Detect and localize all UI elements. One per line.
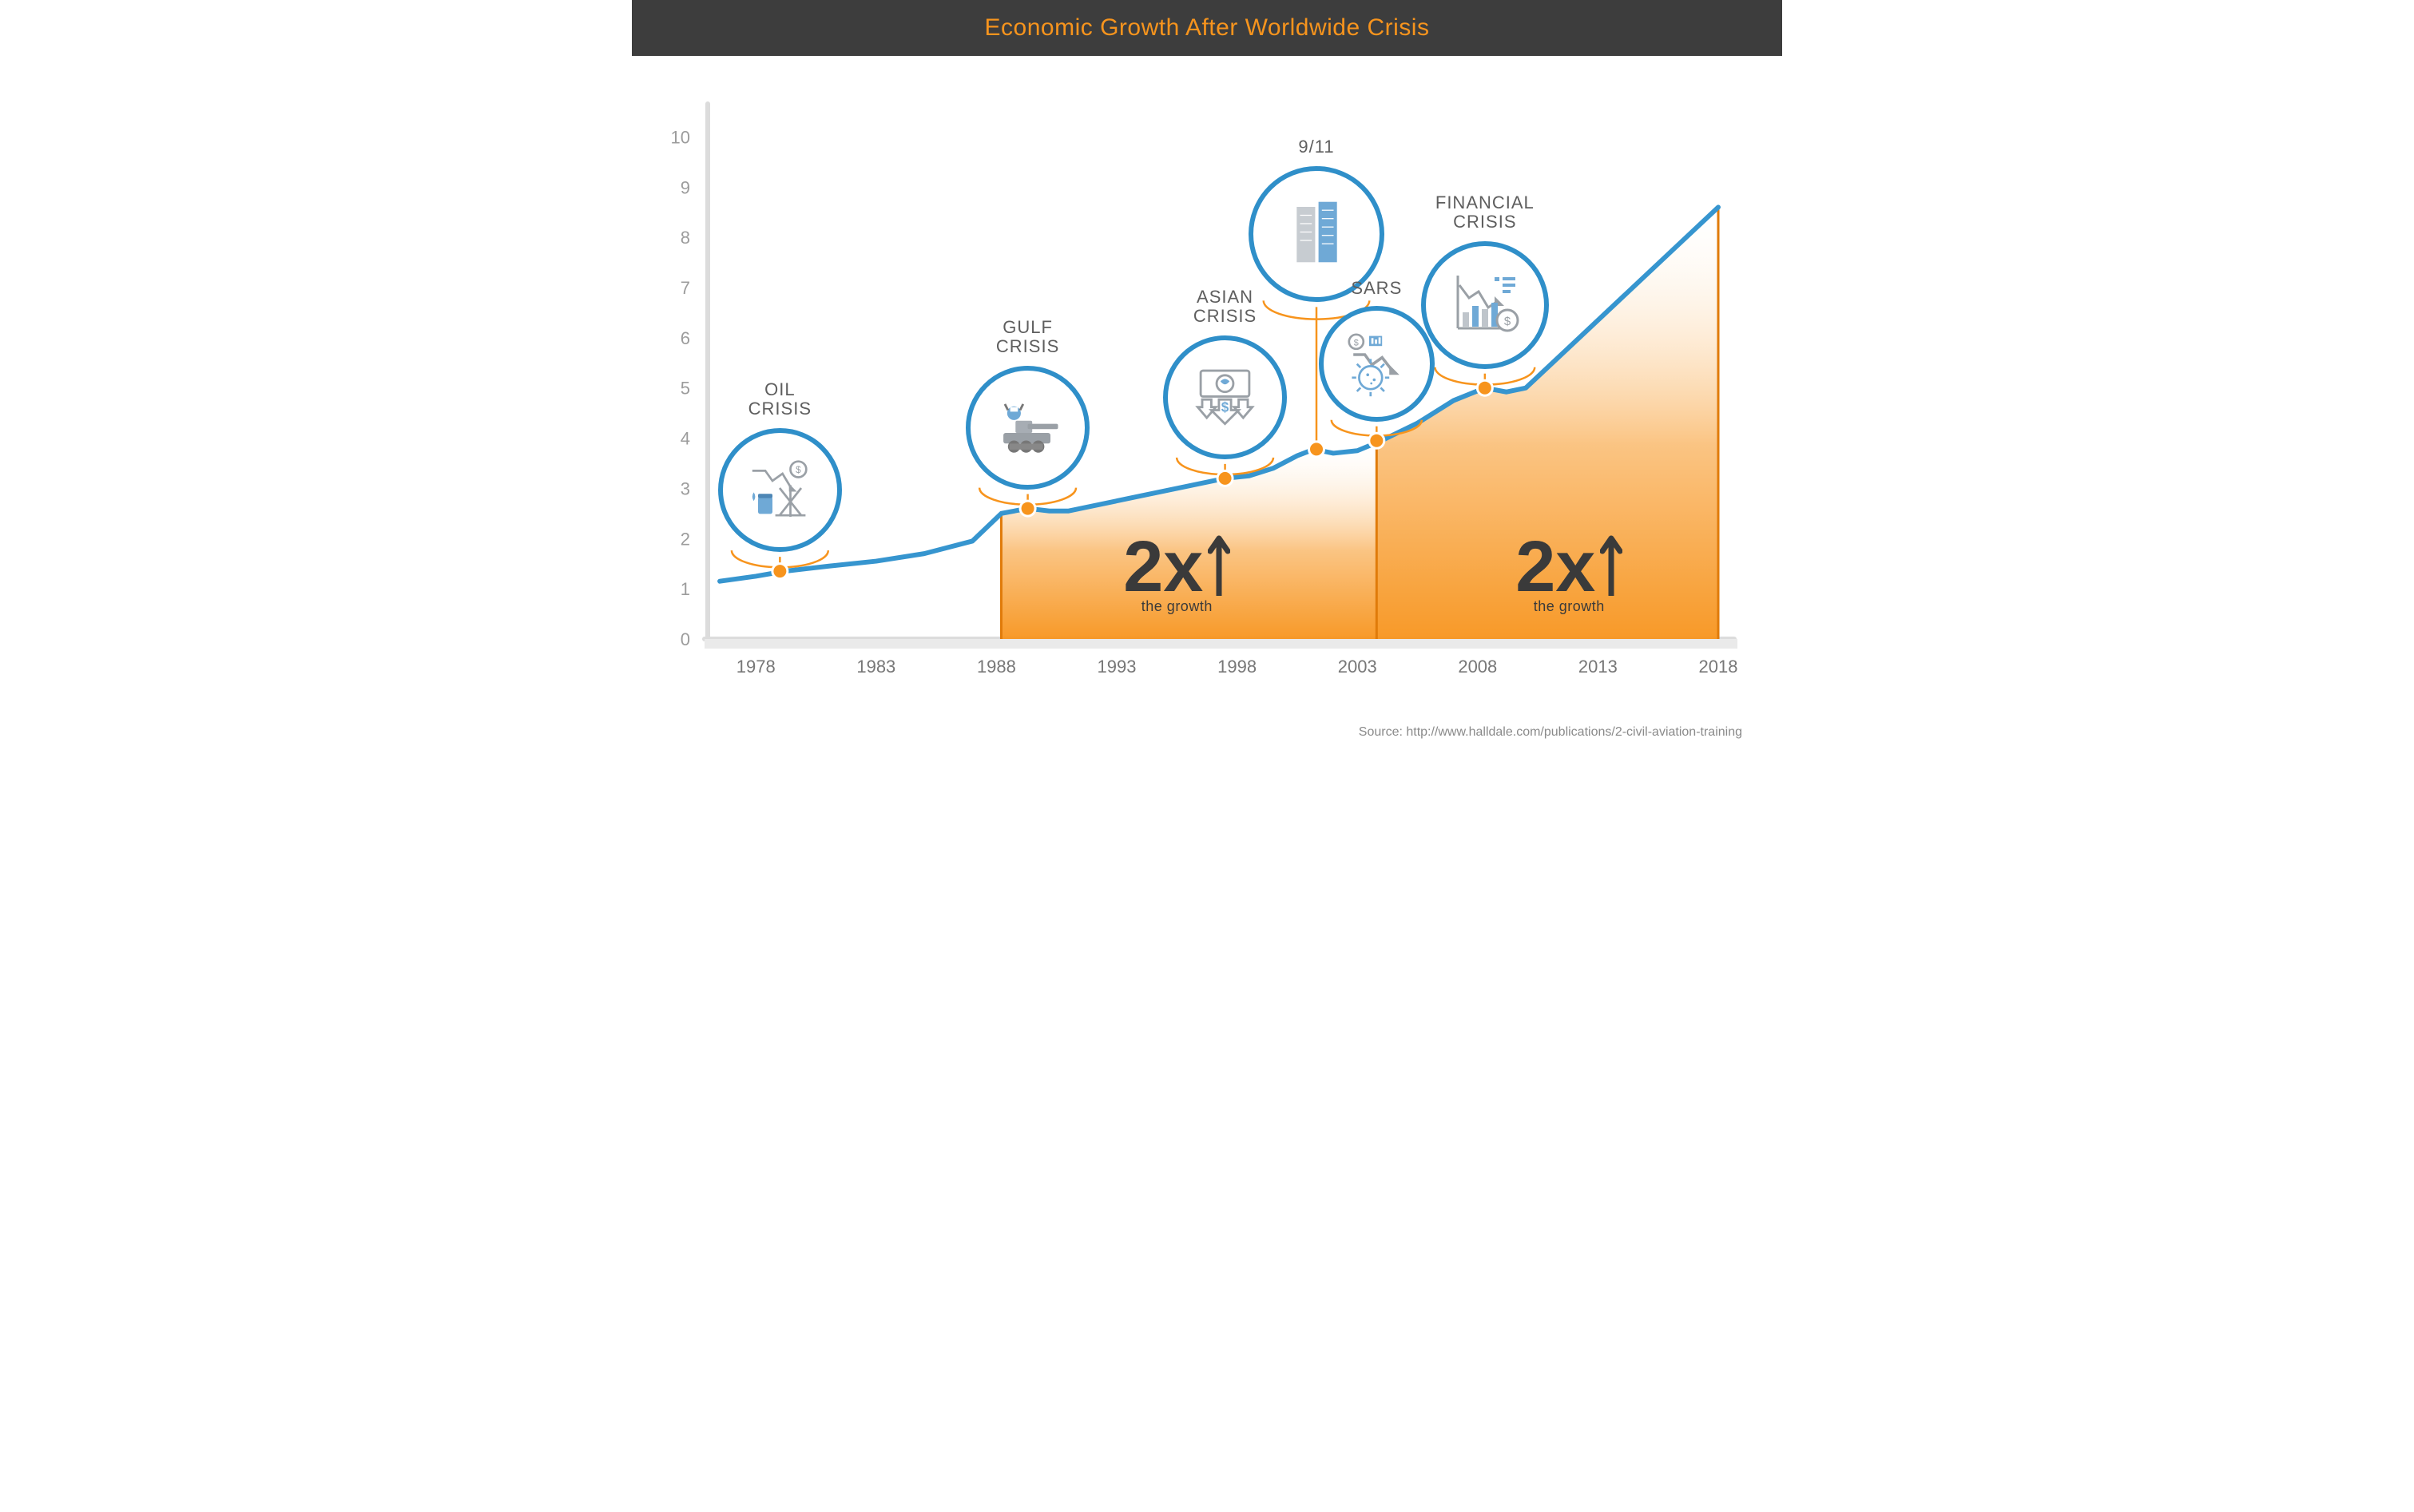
event-circle-sars: $ — [1319, 306, 1435, 422]
event-circle-fin: $ — [1421, 241, 1549, 369]
svg-text:8: 8 — [681, 228, 690, 248]
chart-area: 0 1 2 3 4 5 6 7 8 9 10 1978 1983 1988 1993 1998 2003 2008… — [632, 56, 1782, 719]
sars-icon: $ — [1340, 326, 1412, 402]
svg-text:$: $ — [796, 465, 801, 475]
event-label-911: 9/11 — [1245, 137, 1388, 157]
event-label-asian: ASIAN CRISIS — [1153, 288, 1297, 326]
fin-icon: $ — [1445, 263, 1525, 347]
svg-text:1: 1 — [681, 579, 690, 599]
svg-text:10: 10 — [671, 127, 690, 147]
gulf-icon — [990, 387, 1066, 467]
svg-text:0: 0 — [681, 629, 690, 649]
svg-text:1993: 1993 — [1098, 657, 1137, 677]
svg-text:7: 7 — [681, 278, 690, 298]
event-label-oil: OIL CRISIS — [708, 380, 852, 419]
event-circle-asian: $ — [1163, 335, 1287, 459]
svg-text:2018: 2018 — [1699, 657, 1738, 677]
svg-text:2003: 2003 — [1338, 657, 1377, 677]
header-bar: Economic Growth After Worldwide Crisis — [632, 0, 1782, 56]
event-label-fin: FINANCIAL CRISIS — [1413, 193, 1557, 232]
svg-text:1983: 1983 — [856, 657, 895, 677]
svg-text:2008: 2008 — [1458, 657, 1497, 677]
svg-text:2: 2 — [681, 529, 690, 549]
svg-text:1988: 1988 — [977, 657, 1016, 677]
event-circle-gulf — [966, 366, 1090, 490]
event-circle-oil: $ — [718, 428, 842, 552]
svg-text:9: 9 — [681, 177, 690, 197]
svg-text:3: 3 — [681, 478, 690, 498]
911-icon — [1275, 190, 1359, 278]
source-citation: Source: http://www.halldale.com/publicat… — [632, 719, 1782, 756]
asian-icon: $ — [1187, 357, 1263, 437]
svg-text:1978: 1978 — [737, 657, 776, 677]
svg-text:1998: 1998 — [1217, 657, 1257, 677]
page-title: Economic Growth After Worldwide Crisis — [985, 14, 1430, 42]
event-label-gulf: GULF CRISIS — [956, 318, 1100, 356]
svg-text:$: $ — [1354, 338, 1359, 347]
svg-text:6: 6 — [681, 328, 690, 348]
svg-text:2013: 2013 — [1578, 657, 1618, 677]
svg-text:5: 5 — [681, 379, 690, 399]
svg-text:$: $ — [1504, 315, 1511, 328]
oil-icon: $ — [744, 452, 816, 528]
svg-text:$: $ — [1221, 400, 1229, 415]
svg-text:4: 4 — [681, 429, 690, 449]
